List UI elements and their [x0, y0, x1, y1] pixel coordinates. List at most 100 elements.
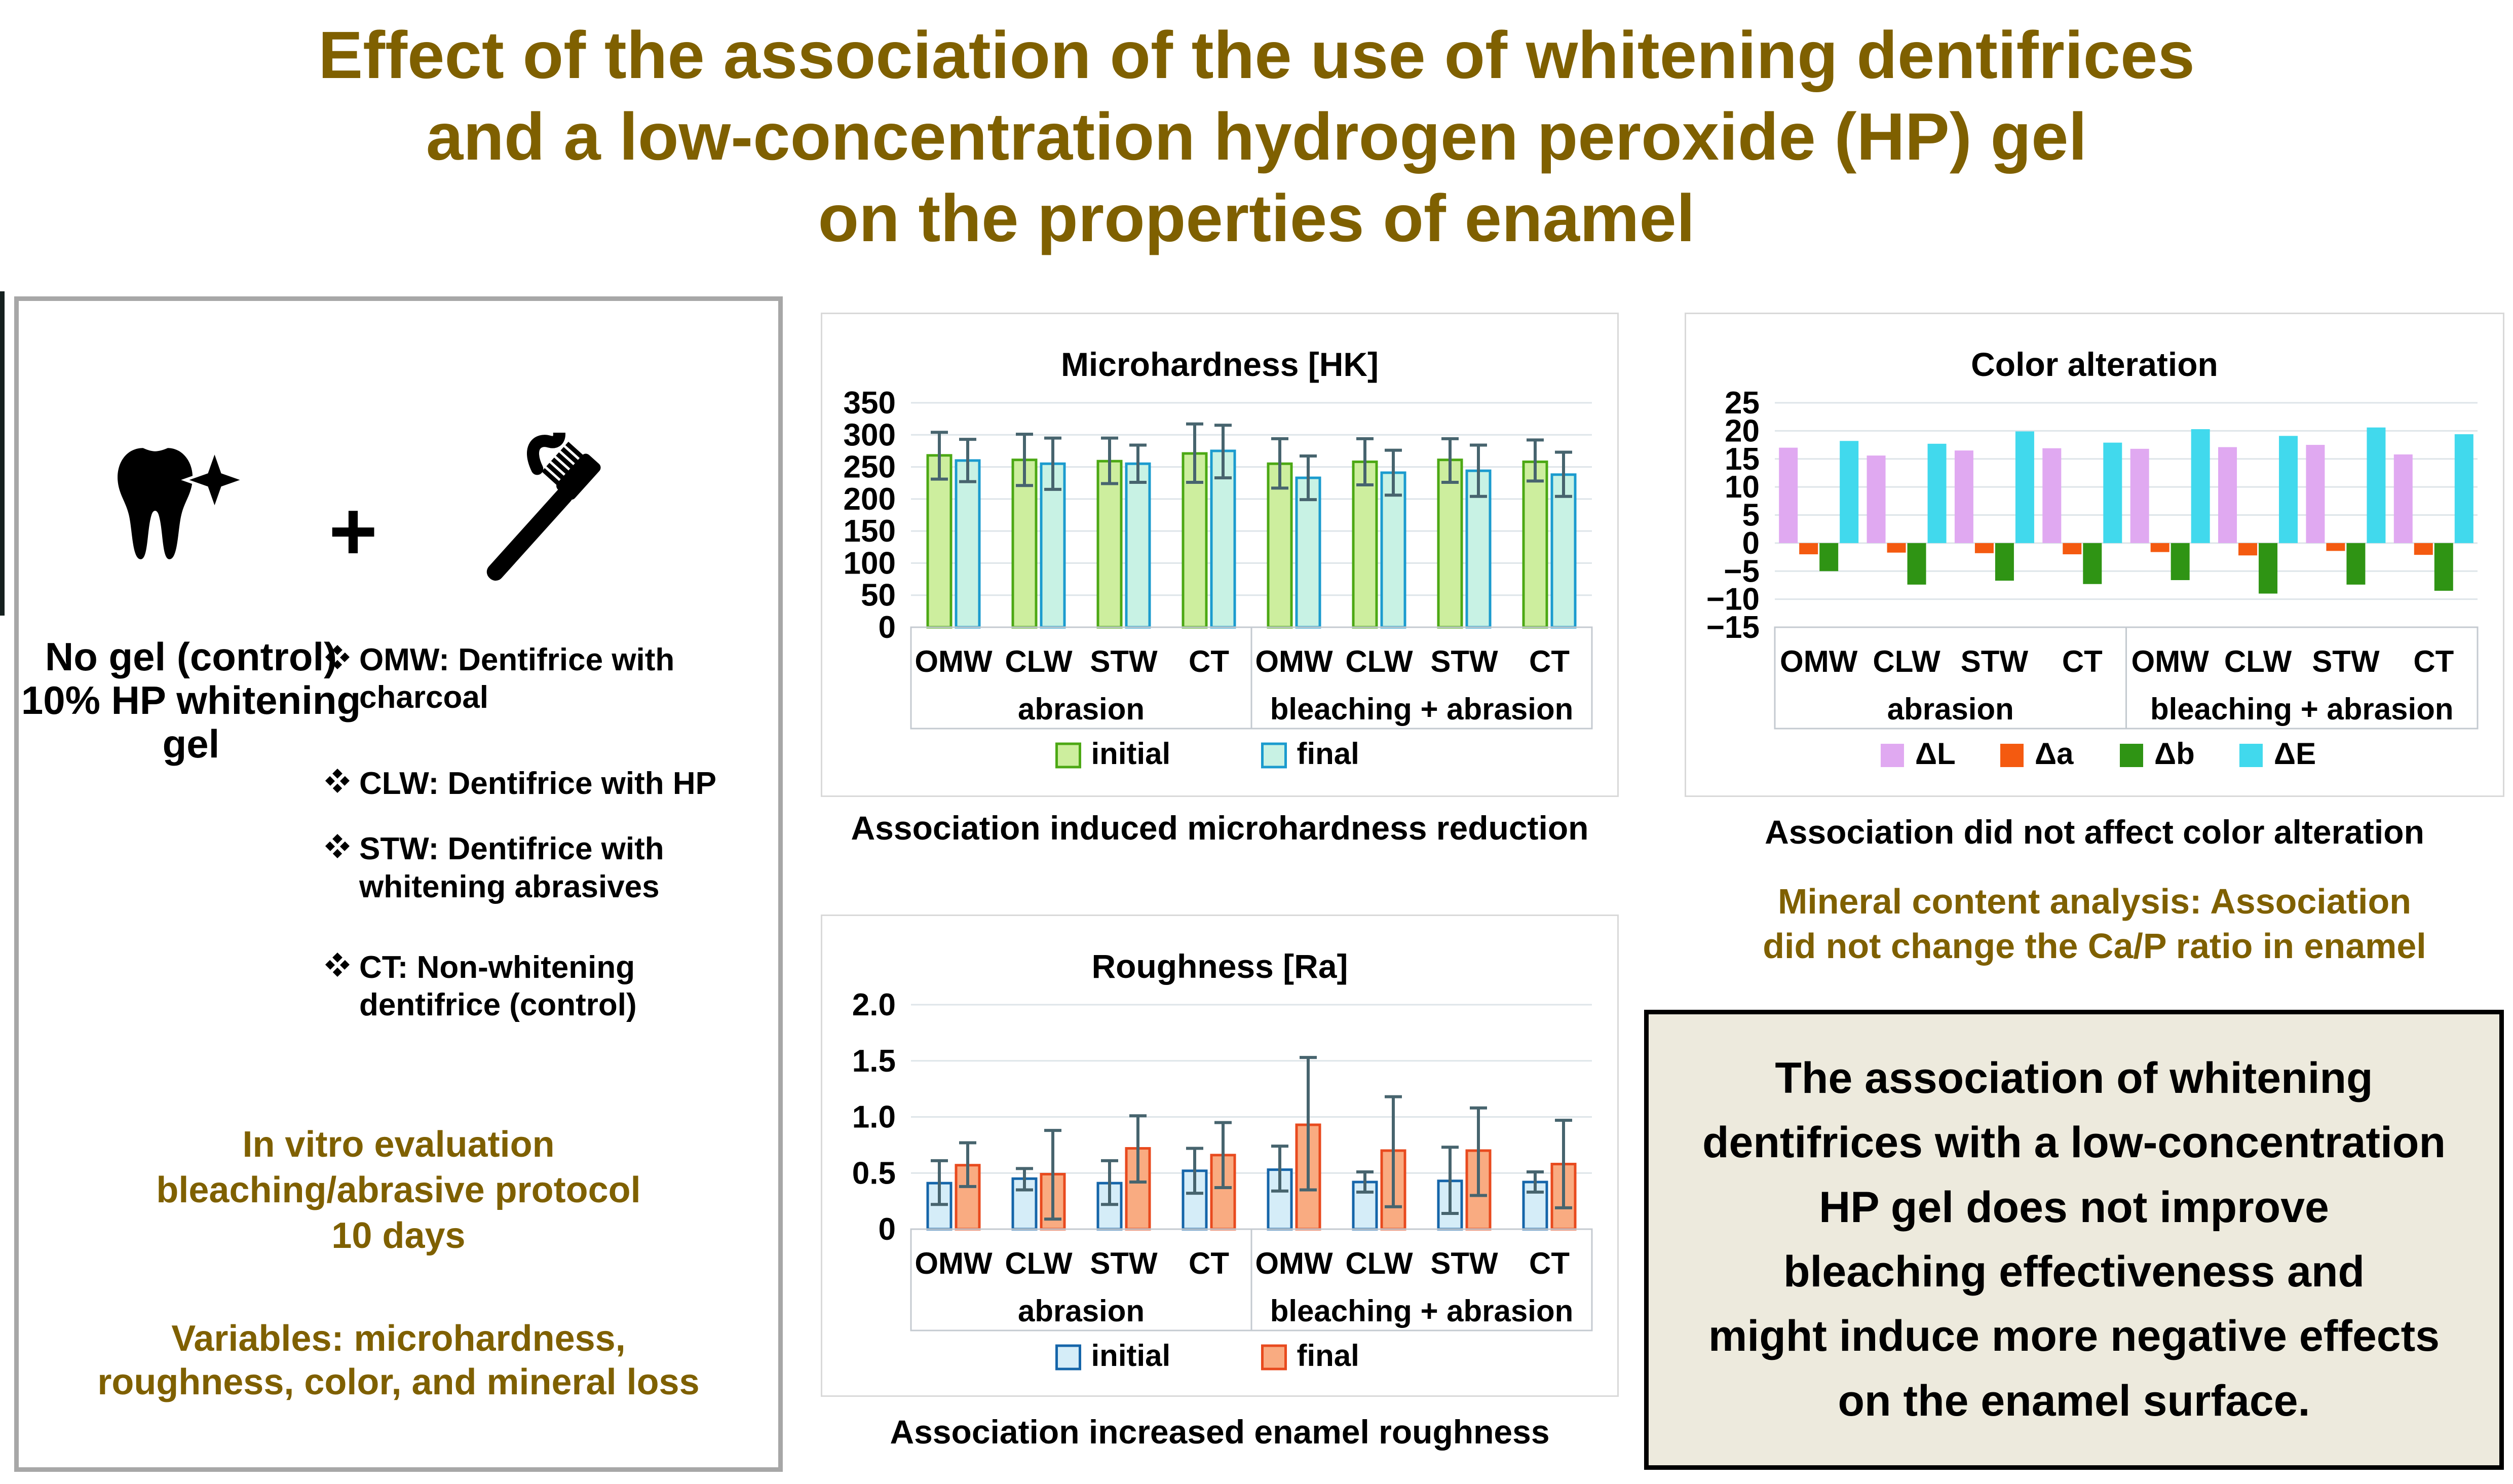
text-line: bleaching/abrasive protocol — [156, 1170, 641, 1210]
svg-text:1.0: 1.0 — [852, 1100, 896, 1135]
svg-text:OMW: OMW — [1255, 644, 1333, 678]
svg-text:−10: −10 — [1706, 582, 1760, 617]
svg-text:25: 25 — [1725, 386, 1760, 421]
svg-text:OMW: OMW — [915, 1246, 993, 1280]
svg-text:CLW: CLW — [1345, 644, 1413, 678]
svg-text:OMW: OMW — [1780, 644, 1858, 678]
svg-text:150: 150 — [844, 514, 896, 549]
text-line: and a low-concentration hydrogen peroxid… — [426, 99, 2087, 174]
svg-text:−15: −15 — [1706, 610, 1760, 645]
list-item: CLW: Dentifrice with HP — [325, 765, 775, 803]
svg-text:20: 20 — [1725, 413, 1760, 448]
svg-text:0: 0 — [1742, 526, 1760, 561]
list-item-label: STW: Dentifrice with whitening abrasives — [359, 831, 664, 904]
svg-text:final: final — [1297, 737, 1359, 771]
svg-text:bleaching + abrasion: bleaching + abrasion — [1270, 692, 1574, 726]
svg-text:50: 50 — [861, 578, 896, 613]
text-line: Variables: microhardness, — [171, 1318, 626, 1359]
list-item-label: CT: Non-whitening dentifrice (control) — [359, 949, 637, 1023]
svg-text:abrasion: abrasion — [1018, 692, 1145, 726]
svg-text:350: 350 — [844, 386, 896, 421]
text-line: 10 days — [331, 1215, 466, 1256]
evaluation-text: In vitro evaluation bleaching/abrasive pr… — [19, 1122, 778, 1259]
svg-text:15: 15 — [1725, 442, 1760, 477]
diamond-bullet-icon — [325, 768, 350, 793]
svg-text:OMW: OMW — [1255, 1246, 1333, 1280]
color-alteration-caption: Association did not affect color alterat… — [1765, 813, 2424, 851]
text-line: on the properties of enamel — [818, 181, 1695, 256]
svg-text:0.5: 0.5 — [852, 1156, 896, 1191]
list-item-label: OMW: Dentifrice with charcoal — [359, 642, 675, 715]
svg-text:ΔL: ΔL — [1915, 737, 1956, 771]
svg-text:CT: CT — [1529, 1246, 1570, 1280]
left-edge-line — [0, 291, 5, 616]
svg-text:Δa: Δa — [2035, 737, 2074, 771]
text-line: did not change the Ca/P ratio in enamel — [1763, 926, 2426, 966]
svg-text:final: final — [1297, 1339, 1359, 1373]
svg-text:Roughness [Ra]: Roughness [Ra] — [1091, 947, 1348, 985]
text-line: 10% HP whitening — [21, 677, 361, 722]
diamond-bullet-icon — [325, 834, 350, 859]
tooth-icon — [90, 440, 257, 569]
page-title: Effect of the association of the use of … — [0, 14, 2513, 259]
text-line: on the enamel surface. — [1838, 1376, 2310, 1425]
variables-text: Variables: microhardness, roughness, colo… — [19, 1317, 778, 1404]
conclusion-text: The association of whitening dentifrices … — [1659, 1046, 2490, 1433]
svg-text:initial: initial — [1091, 1339, 1171, 1373]
roughness-caption: Association increased enamel roughness — [890, 1413, 1550, 1451]
svg-text:STW: STW — [1961, 644, 2029, 678]
svg-text:bleaching + abrasion: bleaching + abrasion — [2150, 692, 2454, 726]
conclusion-box: The association of whitening dentifrices … — [1644, 1010, 2504, 1470]
svg-text:CT: CT — [1529, 644, 1570, 678]
text-line: In vitro evaluation — [242, 1124, 555, 1165]
svg-text:Δb: Δb — [2154, 737, 2195, 771]
svg-text:OMW: OMW — [915, 644, 993, 678]
list-item: CT: Non-whitening dentifrice (control) — [325, 949, 775, 1024]
svg-text:CLW: CLW — [1005, 644, 1073, 678]
svg-text:0: 0 — [879, 610, 896, 645]
svg-text:250: 250 — [844, 450, 896, 485]
roughness-chart: 0 0.5 1.0 1.5 2.0 Roughness [Ra] OMW CLW STW CT OM… — [821, 915, 1619, 1397]
svg-text:10: 10 — [1725, 470, 1760, 505]
svg-text:CLW: CLW — [2224, 644, 2292, 678]
svg-text:200: 200 — [844, 482, 896, 517]
svg-text:300: 300 — [844, 417, 896, 452]
svg-text:CLW: CLW — [1005, 1246, 1073, 1280]
gel-label: No gel (control) 10% HP whitening gel — [19, 635, 363, 766]
text-line: Mineral content analysis: Association — [1778, 882, 2411, 921]
svg-text:STW: STW — [1090, 644, 1158, 678]
svg-text:2.0: 2.0 — [852, 987, 896, 1022]
dentifrice-list: OMW: Dentifrice with charcoal CLW: Dentif… — [325, 641, 775, 1024]
list-item: OMW: Dentifrice with charcoal — [325, 641, 775, 717]
svg-text:CT: CT — [1189, 644, 1229, 678]
diamond-bullet-icon — [325, 644, 350, 670]
microhardness-chart: 0 50 100 150 200 250 300 350 Microhardness [HK] O… — [821, 313, 1619, 797]
mineral-content-text: Mineral content analysis: Association did… — [1685, 880, 2504, 968]
text-line: dentifrices with a low-concentration — [1702, 1118, 2446, 1167]
svg-text:CLW: CLW — [1345, 1246, 1413, 1280]
svg-text:ΔE: ΔE — [2274, 737, 2316, 771]
text-line: HP gel does not improve — [1819, 1183, 2329, 1232]
diamond-bullet-icon — [325, 952, 350, 977]
svg-text:CT: CT — [2062, 644, 2103, 678]
svg-text:initial: initial — [1091, 737, 1171, 771]
text-line: might induce more negative effects — [1708, 1312, 2440, 1361]
text-line: gel — [162, 721, 220, 766]
svg-text:1.5: 1.5 — [852, 1044, 896, 1079]
svg-text:STW: STW — [1430, 1246, 1498, 1280]
svg-text:STW: STW — [1090, 1246, 1158, 1280]
svg-text:abrasion: abrasion — [1887, 692, 2014, 726]
color-alteration-chart: −15 −10 −5 0 5 10 15 20 25 Color alteration OMW CLW… — [1685, 313, 2504, 797]
text-line: The association of whitening — [1775, 1054, 2373, 1103]
svg-text:CT: CT — [1189, 1246, 1229, 1280]
microhardness-caption: Association induced microhardness reduct… — [851, 809, 1589, 847]
svg-text:STW: STW — [1430, 644, 1498, 678]
svg-text:CLW: CLW — [1873, 644, 1940, 678]
svg-text:Color alteration: Color alteration — [1971, 346, 2218, 383]
svg-text:0: 0 — [879, 1212, 896, 1247]
list-item-label: CLW: Dentifrice with HP — [359, 766, 717, 801]
toothbrush-icon — [465, 419, 632, 587]
protocol-box: + No gel (control) 10% HP whitening gel OM… — [14, 296, 783, 1472]
